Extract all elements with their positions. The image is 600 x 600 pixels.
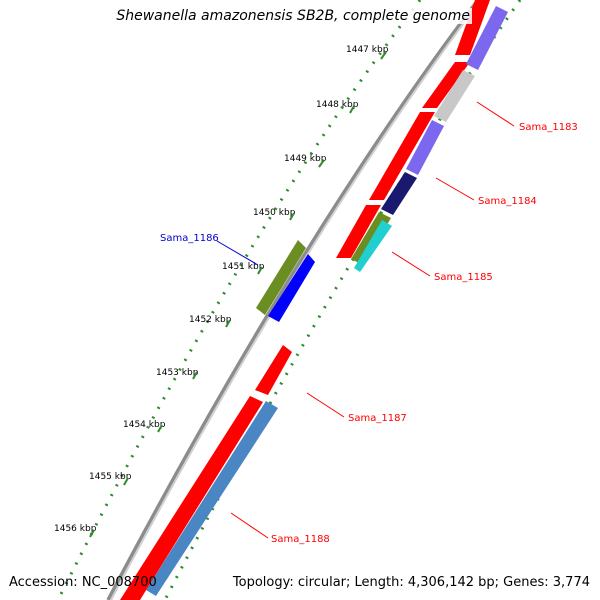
tick-label: 1454 kbp — [123, 420, 166, 430]
tick-label: 1455 kbp — [89, 472, 132, 482]
tick-label: 1448 kbp — [316, 100, 359, 110]
cog-block[interactable] — [406, 120, 444, 175]
cog-track — [146, 6, 508, 596]
tick-label: 1447 kbp — [346, 45, 389, 55]
leader-lines — [216, 101, 515, 539]
outer-scale-dots — [163, 0, 522, 600]
gene-label[interactable]: Sama_1185 — [434, 272, 493, 283]
tick-marks — [89, 51, 387, 538]
gene-label[interactable]: Sama_1188 — [271, 534, 330, 545]
inner-scale-dots — [56, 0, 422, 600]
cds-block[interactable] — [455, 0, 490, 55]
cog-block[interactable] — [268, 254, 315, 322]
tick-label: 1450 kbp — [253, 208, 296, 218]
tick-label: 1451 kbp — [222, 262, 265, 272]
cds-block[interactable] — [336, 205, 381, 258]
tick-label: 1456 kbp — [54, 524, 97, 534]
cds-block[interactable] — [255, 345, 292, 395]
forward-cds-track — [120, 0, 490, 600]
cog-block[interactable] — [146, 401, 278, 596]
cog-block[interactable] — [466, 6, 508, 70]
genome-summary: Topology: circular; Length: 4,306,142 bp… — [232, 575, 590, 590]
cog-block[interactable] — [256, 240, 306, 315]
cog-block[interactable] — [434, 70, 475, 122]
accession-label: Accession: NC_008700 — [9, 575, 157, 590]
tick-label: 1449 kbp — [284, 154, 327, 164]
cog-block[interactable] — [354, 220, 392, 272]
map-title: Shewanella amazonensis SB2B, complete ge… — [114, 8, 472, 24]
gene-label[interactable]: Sama_1184 — [478, 196, 537, 207]
gene-label[interactable]: Sama_1187 — [348, 413, 407, 424]
tick-label: 1453 kbp — [156, 368, 199, 378]
cds-block[interactable] — [120, 396, 263, 600]
cds-block[interactable] — [369, 112, 435, 200]
cog-block[interactable] — [381, 172, 417, 215]
gene-label[interactable]: Sama_1183 — [519, 122, 578, 133]
cds-block[interactable] — [422, 62, 470, 108]
backbone-arc-shadow — [110, 0, 482, 600]
tick-label: 1452 kbp — [189, 315, 232, 325]
gene-label[interactable]: Sama_1186 — [160, 233, 219, 244]
backbone-arc — [106, 0, 480, 600]
